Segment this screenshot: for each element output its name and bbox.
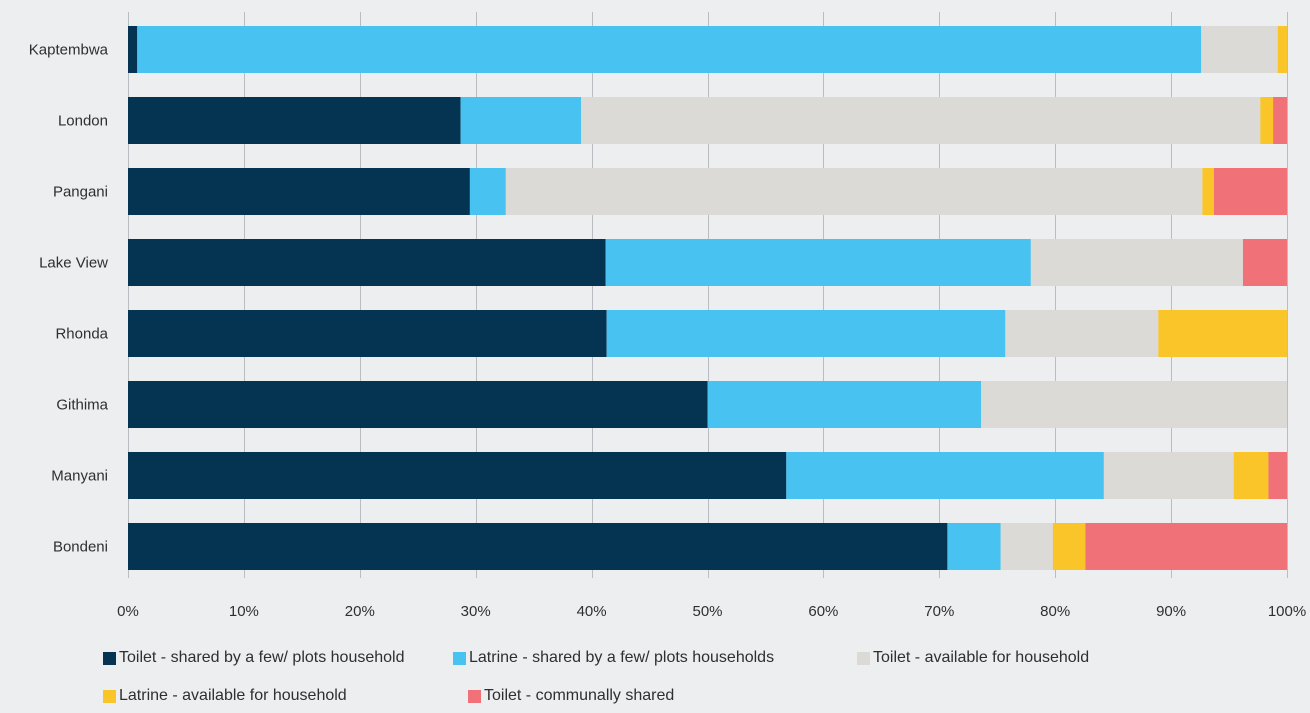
bar-segment <box>128 523 948 570</box>
bar-segment <box>1052 523 1086 570</box>
bar-segment <box>128 168 470 215</box>
bar-segment <box>606 310 1006 357</box>
bar-segment <box>128 310 607 357</box>
legend: Toilet - shared by a few/ plots househol… <box>103 648 1253 706</box>
bar-segment <box>469 168 506 215</box>
bar-segment <box>505 168 1203 215</box>
legend-label: Latrine - available for household <box>119 687 347 704</box>
x-axis-ticks: 0% 10% 20% 30% 40% 50% 60% 70% 80% 90% 100% <box>117 603 1306 620</box>
bar-segment <box>128 97 461 144</box>
bar-segment <box>1260 97 1274 144</box>
x-tick-label: 20% <box>345 603 375 620</box>
category-label: London <box>58 113 108 130</box>
legend-item: Toilet - available for household <box>857 648 1157 668</box>
x-tick-label: 80% <box>1040 603 1070 620</box>
x-tick-label: 10% <box>229 603 259 620</box>
x-tick-label: 90% <box>1156 603 1186 620</box>
legend-label: Latrine - shared by a few/ plots househo… <box>469 649 775 666</box>
x-tick-label: 30% <box>461 603 491 620</box>
legend-swatch <box>857 651 870 665</box>
legend-item: Toilet - communally shared <box>468 686 768 706</box>
bar-segment <box>1005 310 1159 357</box>
legend-label: Toilet - shared by a few/ plots househol… <box>119 649 405 666</box>
x-tick-label: 40% <box>577 603 607 620</box>
legend-swatch <box>468 689 481 703</box>
category-label: Lake View <box>39 255 108 272</box>
bar-segment <box>1233 452 1269 499</box>
category-label: Rhonda <box>55 326 108 343</box>
bar-segment <box>581 97 1261 144</box>
x-tick-label: 50% <box>692 603 722 620</box>
bar-segment <box>1201 26 1278 73</box>
bar-segment <box>707 381 982 428</box>
bar-segment <box>1268 452 1287 499</box>
bar-segment <box>128 452 787 499</box>
bar-segment <box>1213 168 1287 215</box>
legend-swatch <box>103 689 116 703</box>
legend-item: Toilet - shared by a few/ plots househol… <box>103 648 453 668</box>
bar-segment <box>1030 239 1243 286</box>
legend-swatch <box>453 651 466 665</box>
category-label: Kaptembwa <box>29 42 109 59</box>
bar-segment <box>786 452 1104 499</box>
category-label: Bondeni <box>53 539 108 556</box>
bar-segment <box>1242 239 1287 286</box>
legend-label: Toilet - available for household <box>873 649 1090 666</box>
bar-segment <box>1103 452 1234 499</box>
category-label: Githima <box>56 397 108 414</box>
category-label: Manyani <box>51 468 108 485</box>
bar-segment <box>460 97 582 144</box>
bar-segment <box>1202 168 1214 215</box>
legend-item: Latrine - available for household <box>103 686 468 706</box>
legend-swatch <box>103 651 116 665</box>
legend-label: Toilet - communally shared <box>484 687 675 704</box>
legend-item: Latrine - shared by a few/ plots househo… <box>453 648 857 668</box>
bar-segment <box>1273 97 1287 144</box>
bar-segment <box>1158 310 1287 357</box>
bar-segment <box>605 239 1031 286</box>
bar-segment <box>981 381 1287 428</box>
bar-segment <box>128 381 708 428</box>
category-label: Pangani <box>53 184 108 201</box>
x-tick-label: 70% <box>924 603 954 620</box>
bar-segment <box>1277 26 1287 73</box>
x-tick-label: 100% <box>1268 603 1306 620</box>
bar-segment <box>128 26 138 73</box>
x-tick-label: 60% <box>808 603 838 620</box>
bar-segment <box>137 26 1202 73</box>
bars <box>128 26 1287 570</box>
bar-segment <box>947 523 1001 570</box>
category-labels: Kaptembwa London Pangani Lake View Rhonda Git… <box>29 42 109 556</box>
bar-segment <box>128 239 606 286</box>
bar-segment <box>1085 523 1287 570</box>
bar-segment <box>1000 523 1053 570</box>
x-tick-label: 0% <box>117 603 139 620</box>
